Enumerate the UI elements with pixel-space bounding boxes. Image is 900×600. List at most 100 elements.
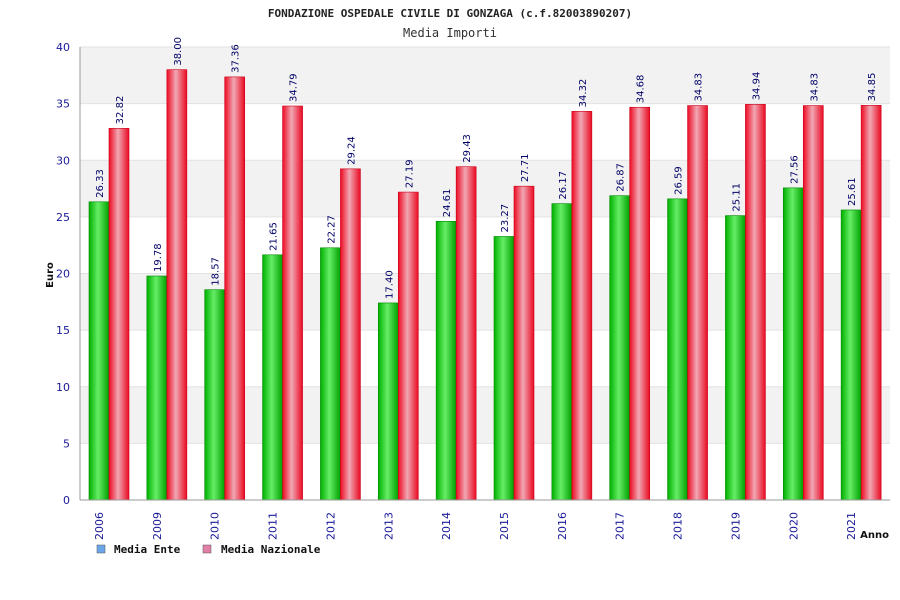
- x-tick-label: 2014: [440, 512, 453, 540]
- bar-media-ente: [725, 215, 746, 501]
- bars: [88, 69, 882, 501]
- bar-media-nazionale: [687, 105, 708, 501]
- x-tick-label: 2020: [787, 512, 800, 540]
- bar-media-nazionale: [224, 76, 246, 501]
- legend: Media Ente Media Nazionale: [96, 543, 321, 556]
- bar-media-nazionale: [455, 166, 477, 501]
- bar-media-nazionale: [571, 111, 593, 501]
- bar-media-ente: [377, 302, 399, 501]
- x-tick-label: 2015: [498, 512, 511, 540]
- bar-media-nazionale: [513, 185, 535, 501]
- y-tick-label: 0: [63, 494, 70, 507]
- x-tick-label: 2012: [324, 512, 337, 540]
- x-tick-label: 2009: [151, 512, 164, 540]
- bar-value-label: 21.65: [269, 222, 280, 251]
- y-tick-label: 30: [56, 154, 70, 167]
- x-axis-label: Anno: [860, 530, 889, 541]
- bar-value-label: 26.17: [558, 171, 569, 200]
- bar-media-ente: [262, 254, 283, 501]
- bar-value-label: 26.59: [674, 166, 685, 195]
- bar-media-nazionale: [108, 128, 130, 501]
- chart-subtitle: Media Importi: [403, 26, 497, 40]
- x-tick-label: 2011: [267, 512, 280, 540]
- y-tick-label: 15: [56, 324, 70, 337]
- x-tick-label: 2019: [729, 512, 742, 540]
- bar-media-ente: [146, 275, 168, 501]
- grid-band: [80, 330, 890, 387]
- bar-media-nazionale: [282, 105, 303, 501]
- bar-media-ente: [493, 236, 515, 501]
- bar-media-ente: [840, 209, 862, 501]
- legend-swatch-media-ente: [96, 544, 106, 554]
- bar-media-nazionale: [802, 105, 824, 501]
- bar-value-label: 27.56: [789, 155, 800, 184]
- bar-value-label: 38.00: [173, 37, 184, 66]
- bar-value-label: 34.83: [694, 73, 705, 102]
- y-axis-label: Euro: [45, 262, 56, 288]
- x-tick-label: 2016: [556, 512, 569, 540]
- bar-media-nazionale: [397, 191, 419, 501]
- bar-value-label: 29.43: [462, 134, 473, 163]
- x-tick-label: 2010: [209, 512, 222, 540]
- bar-value-label: 18.57: [211, 257, 222, 286]
- bar-media-nazionale: [166, 69, 188, 501]
- y-tick-label: 25: [56, 211, 70, 224]
- y-tick-label: 20: [56, 268, 70, 281]
- bar-media-ente: [204, 289, 226, 501]
- plot-background: [80, 46, 890, 501]
- bar-value-label: 19.78: [153, 243, 164, 272]
- bar-value-label: 26.33: [95, 169, 106, 198]
- bar-value-label: 27.19: [404, 159, 415, 188]
- grid-band: [80, 47, 890, 104]
- grid-band: [80, 386, 890, 444]
- bar-value-label: 34.68: [636, 75, 647, 104]
- bar-value-label: 26.87: [616, 163, 627, 192]
- y-tick-label: 10: [56, 381, 70, 394]
- x-tick-label: 2021: [845, 512, 858, 540]
- grid-band: [80, 216, 890, 274]
- bar-value-labels: 26.33 32.82 19.78 38.00 18.57 37.36 21.65 34.79…: [95, 37, 878, 299]
- x-tick-label: 2013: [382, 512, 395, 540]
- bar-media-ente: [609, 195, 631, 501]
- bar-value-label: 23.27: [500, 204, 511, 233]
- bar-value-label: 24.61: [442, 189, 453, 218]
- bar-value-label: 25.11: [731, 183, 742, 212]
- x-axis-ticks: 2006 2009 2010 2011 2012 2013 2014 2015 2016 2017…: [93, 512, 858, 540]
- bar-value-label: 34.32: [578, 79, 589, 108]
- bar-media-nazionale: [860, 105, 882, 501]
- y-tick-label: 35: [56, 98, 70, 111]
- y-axis-ticks: 0 5 10 15 20 25 30 35 40: [56, 41, 70, 507]
- bar-media-ente: [782, 187, 804, 501]
- legend-label-media-ente: Media Ente: [114, 543, 181, 556]
- y-tick-label: 5: [63, 437, 70, 450]
- bar-value-label: 22.27: [326, 215, 337, 244]
- bar-media-ente: [667, 198, 688, 501]
- legend-swatch-media-nazionale: [202, 544, 212, 554]
- bar-value-label: 25.61: [847, 177, 858, 206]
- bar-media-ente: [320, 247, 341, 501]
- bar-media-nazionale: [340, 168, 361, 501]
- legend-label-media-nazionale: Media Nazionale: [221, 543, 321, 556]
- bar-value-label: 29.24: [346, 136, 357, 165]
- bar-value-label: 34.79: [289, 73, 300, 102]
- bar-media-nazionale: [745, 104, 766, 501]
- y-tick-label: 40: [56, 41, 70, 54]
- grid-band: [80, 443, 890, 500]
- x-tick-label: 2017: [614, 512, 627, 540]
- x-tick-label: 2018: [672, 512, 685, 540]
- bar-value-label: 17.40: [384, 270, 395, 299]
- bar-media-nazionale: [629, 106, 651, 501]
- bar-value-label: 34.85: [867, 73, 878, 102]
- bar-media-ente: [88, 201, 110, 501]
- chart-title: FONDAZIONE OSPEDALE CIVILE DI GONZAGA (c…: [268, 7, 632, 20]
- bar-media-ente: [435, 220, 457, 501]
- grid-band: [80, 103, 890, 161]
- x-tick-label: 2006: [93, 512, 106, 540]
- grid-band: [80, 273, 890, 331]
- bar-media-ente: [551, 203, 573, 501]
- bar-value-label: 37.36: [231, 44, 242, 73]
- bar-value-label: 34.94: [751, 72, 762, 101]
- bar-value-label: 32.82: [115, 96, 126, 125]
- bar-value-label: 27.71: [520, 154, 531, 183]
